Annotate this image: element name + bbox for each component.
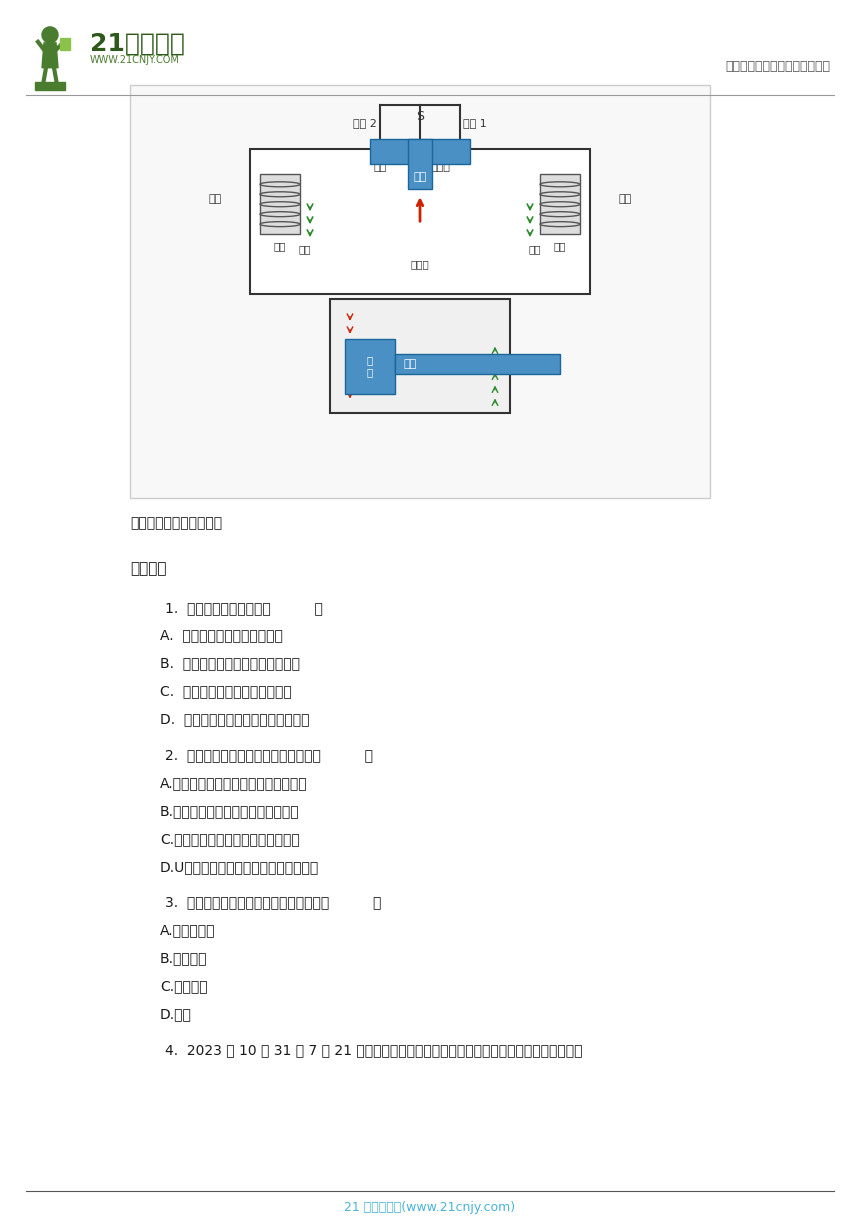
Polygon shape [42, 43, 58, 68]
Text: 2.  下列关于电磁铁磁性说法正确的是（          ）: 2. 下列关于电磁铁磁性说法正确的是（ ） [165, 748, 373, 762]
Bar [260, 174, 300, 235]
Bar [130, 85, 710, 499]
Text: 4.  2023 年 10 月 31 日 7 时 21 分，北京航天飞行控制中心通过地面测控站发出返回指令，神: 4. 2023 年 10 月 31 日 7 时 21 分，北京航天飞行控制中心通… [165, 1043, 582, 1057]
Text: S: S [416, 111, 424, 123]
Text: 21 世纪教育网(www.21cnjy.com): 21 世纪教育网(www.21cnjy.com) [345, 1200, 515, 1214]
Text: 3.  下列用电器不是利用电磁铁来工作的（          ）: 3. 下列用电器不是利用电磁铁来工作的（ ） [165, 896, 381, 910]
Text: 排气管: 排气管 [430, 163, 450, 173]
Text: 衔铁: 衔铁 [618, 195, 631, 204]
Text: WWW.21CNJY.COM: WWW.21CNJY.COM [90, 55, 180, 64]
Text: 进气管: 进气管 [410, 259, 429, 269]
Bar [370, 140, 470, 164]
Text: B.  电磁铁通电有磁性，断电无磁性: B. 电磁铁通电有磁性，断电无磁性 [160, 657, 300, 670]
Text: 气管: 气管 [529, 244, 541, 254]
Bar [345, 339, 395, 394]
Text: 教师引导、学生归纳小结: 教师引导、学生归纳小结 [130, 516, 222, 530]
Text: D.电铃: D.电铃 [160, 1007, 192, 1021]
Bar [408, 140, 432, 190]
Text: 推杆: 推杆 [403, 359, 416, 368]
Text: 课堂练习: 课堂练习 [130, 561, 167, 576]
Text: 1.  下列说法不正确的是（          ）: 1. 下列说法不正确的是（ ） [165, 601, 322, 615]
Bar [60, 38, 70, 50]
Text: B.电磁铁的磁性只与线圈的匝数有关: B.电磁铁的磁性只与线圈的匝数有关 [160, 804, 299, 818]
Text: 衔铁: 衔铁 [208, 195, 222, 204]
Text: C.  螺线管中插入铁芯磁性会更强: C. 螺线管中插入铁芯磁性会更强 [160, 685, 292, 698]
Text: 气管: 气管 [298, 244, 311, 254]
Text: 线圈: 线圈 [554, 241, 566, 250]
Text: A.电磁铁吸引铁物质数量越多磁性越强: A.电磁铁吸引铁物质数量越多磁性越强 [160, 776, 308, 790]
Text: 中小学教育资源及组卷应用平台: 中小学教育资源及组卷应用平台 [725, 60, 830, 73]
Text: 清阀: 清阀 [414, 173, 427, 182]
Text: A.  带铁芯的螺线管叫做电磁铁: A. 带铁芯的螺线管叫做电磁铁 [160, 629, 283, 642]
Text: C.电磁铁的磁性只与电流的大小有关: C.电磁铁的磁性只与电流的大小有关 [160, 832, 300, 846]
Bar [250, 150, 590, 294]
Text: 21世纪教育: 21世纪教育 [90, 32, 185, 56]
Text: 线圈: 线圈 [273, 241, 286, 250]
Text: D.  电磁铁的磁性强弱与电流大小无关: D. 电磁铁的磁性强弱与电流大小无关 [160, 713, 310, 726]
Text: 触点 1: 触点 1 [464, 118, 487, 128]
Text: C.电热水壶: C.电热水壶 [160, 979, 207, 993]
Circle shape [42, 27, 58, 43]
Text: B.磁选矿机: B.磁选矿机 [160, 951, 207, 966]
Bar [540, 174, 580, 235]
Text: 触点 2: 触点 2 [353, 118, 377, 128]
Text: A.电磁起重机: A.电磁起重机 [160, 923, 216, 938]
Text: 活
塞: 活 塞 [367, 355, 373, 377]
Bar [395, 354, 560, 373]
Bar [35, 81, 65, 90]
Bar [330, 299, 510, 413]
Text: 阀体: 阀体 [373, 163, 387, 173]
Text: D.U型电磁铁的磁性中间最强，两端最弱: D.U型电磁铁的磁性中间最强，两端最弱 [160, 860, 319, 874]
